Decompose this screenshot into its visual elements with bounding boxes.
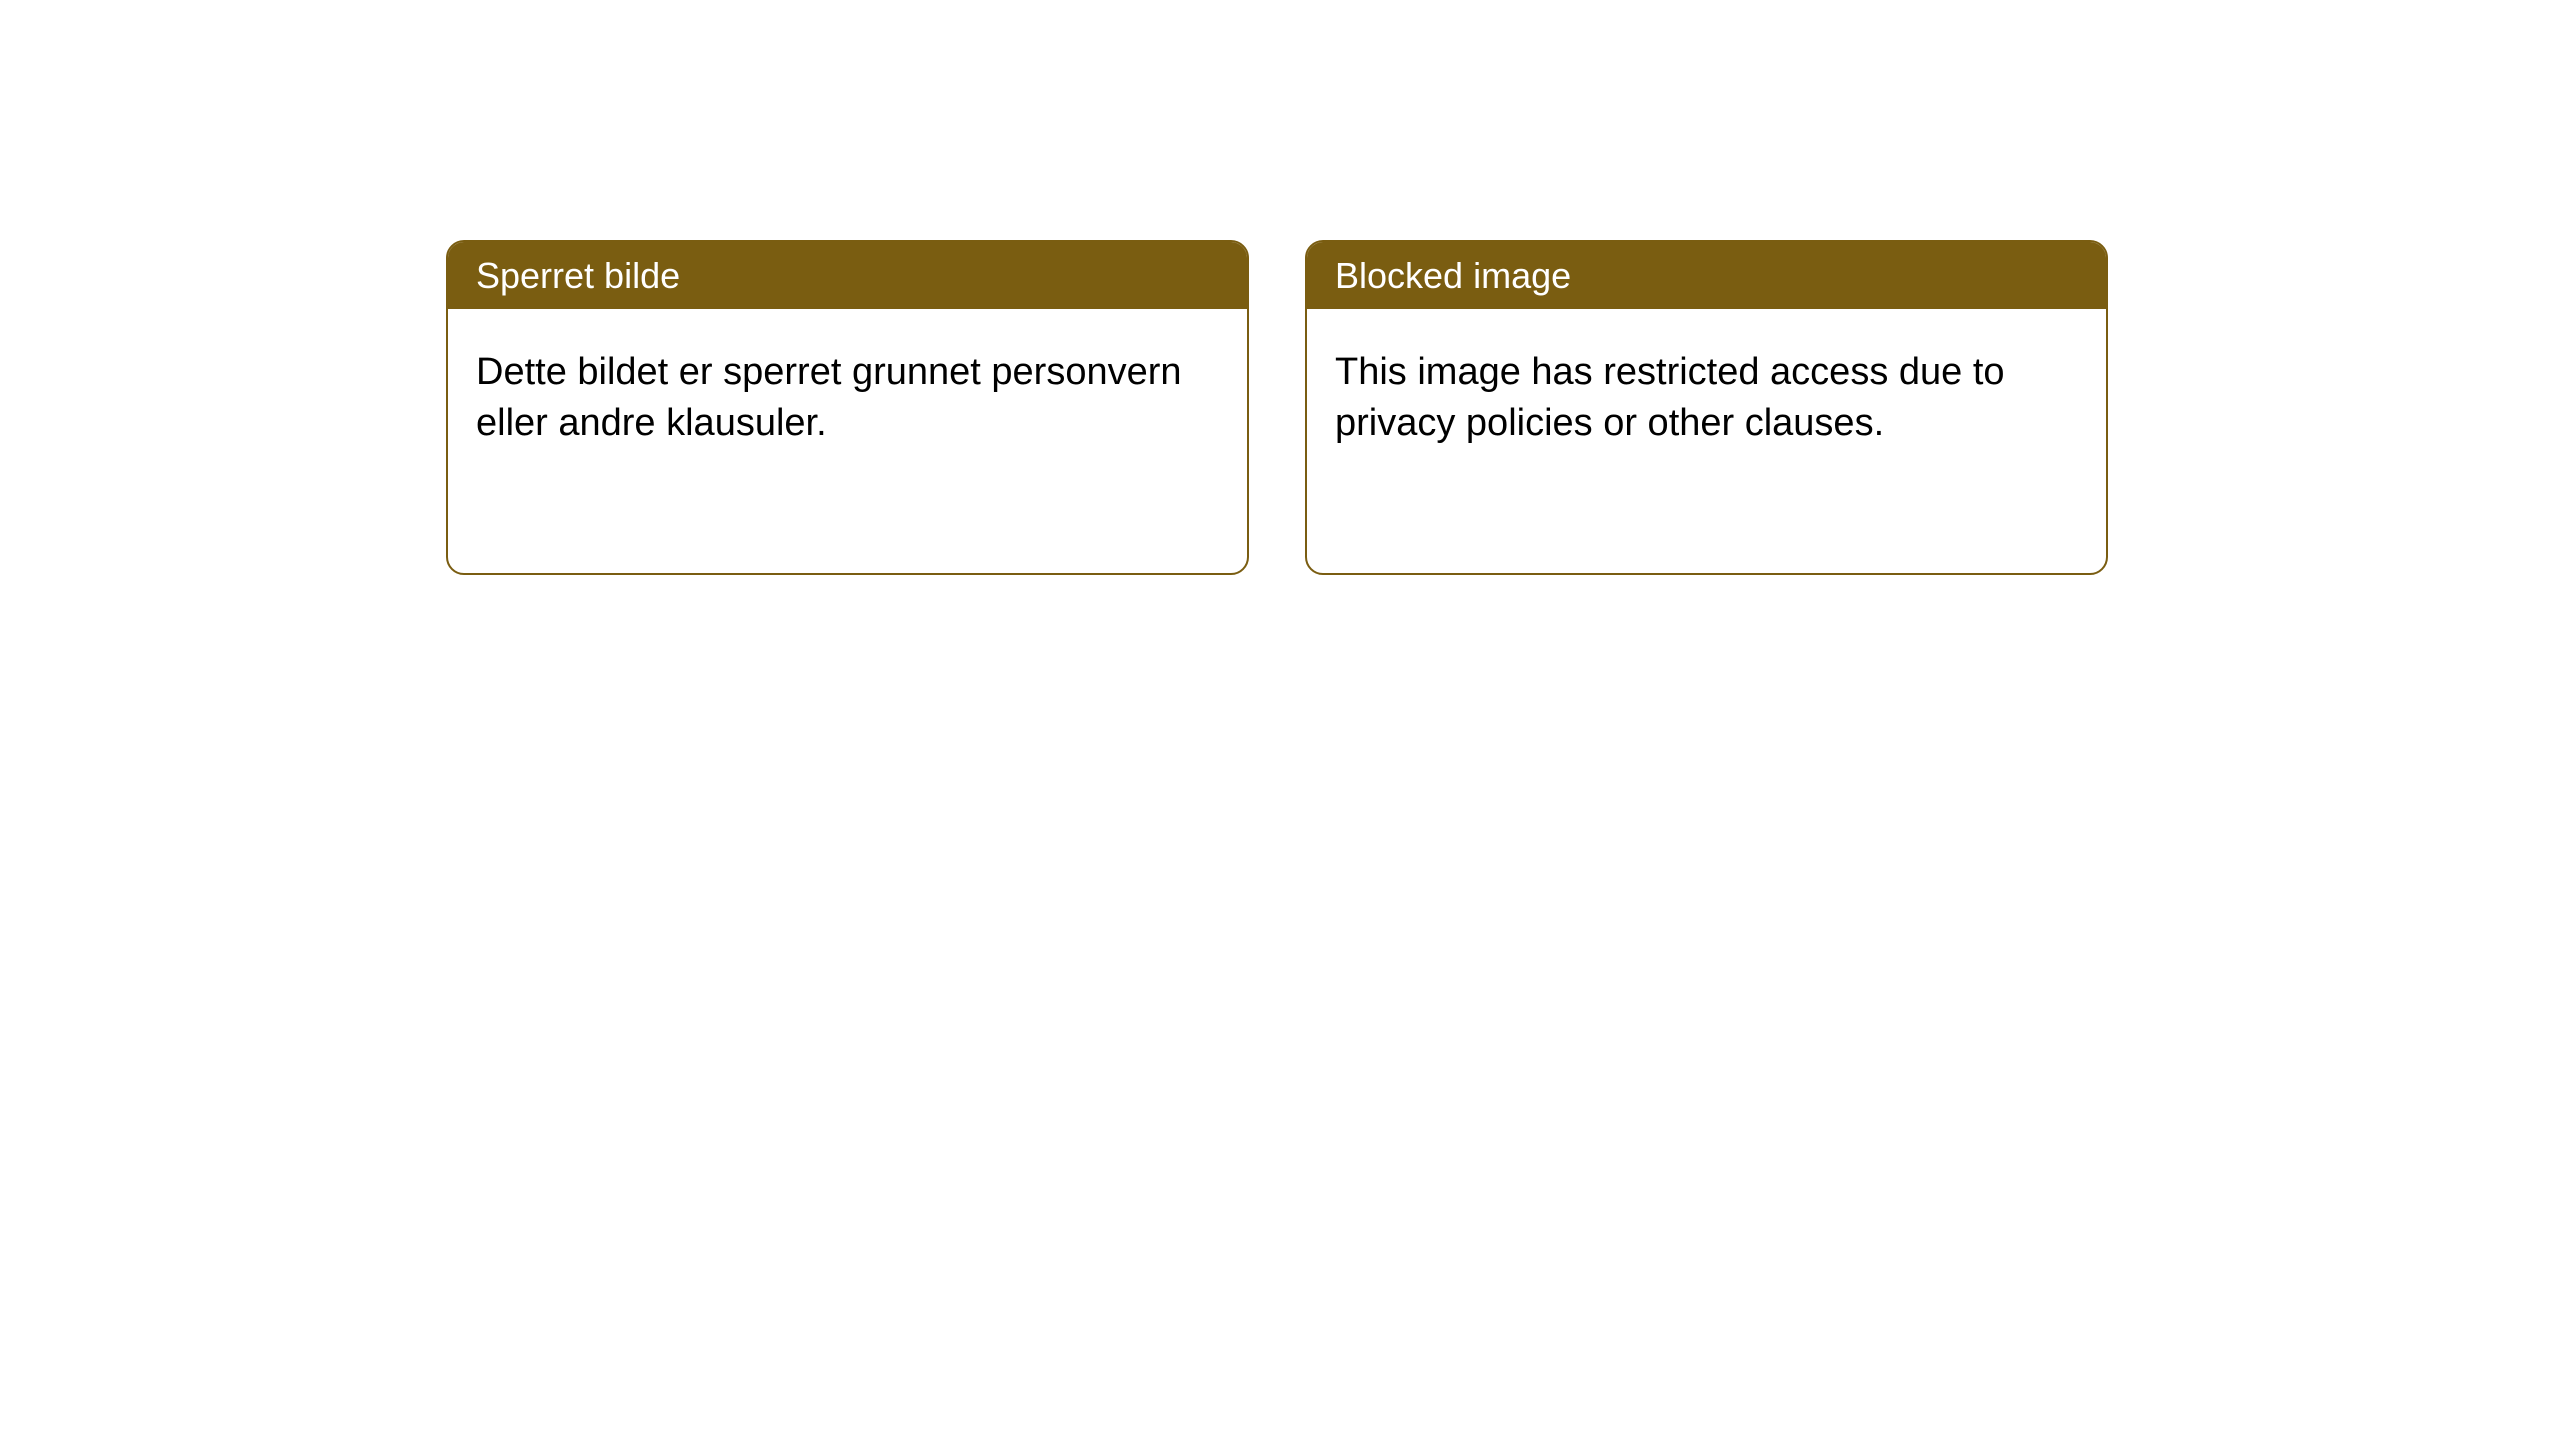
notice-body-norwegian: Dette bildet er sperret grunnet personve… [448, 309, 1247, 488]
notice-header-english: Blocked image [1307, 242, 2106, 309]
notice-container: Sperret bilde Dette bildet er sperret gr… [0, 0, 2560, 575]
notice-card-norwegian: Sperret bilde Dette bildet er sperret gr… [446, 240, 1249, 575]
notice-card-english: Blocked image This image has restricted … [1305, 240, 2108, 575]
notice-body-english: This image has restricted access due to … [1307, 309, 2106, 488]
notice-header-norwegian: Sperret bilde [448, 242, 1247, 309]
